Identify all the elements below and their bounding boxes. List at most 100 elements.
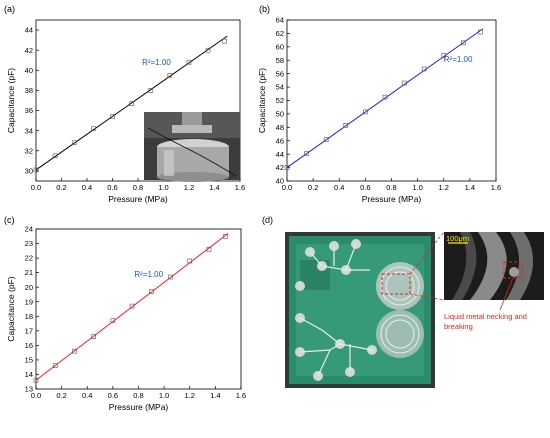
panel-a-letter: (a) [4, 4, 15, 14]
highlight-box [381, 273, 411, 295]
y-tick-label: 16 [25, 341, 33, 350]
y-tick-label: 58 [276, 56, 284, 65]
y-tick-label: 14 [25, 370, 33, 379]
x-tick-label: 1.6 [491, 183, 501, 192]
y-tick-label: 62 [276, 29, 284, 38]
data-point [168, 274, 173, 280]
data-point [33, 167, 39, 173]
x-tick-label: 1.2 [184, 183, 194, 192]
data-point [461, 40, 466, 46]
y-tick-label: 44 [276, 150, 284, 159]
chart-a: 0.0 0.2 0.4 0.6 0.8 1.0 1.2 1.4 1.6 30 32 34 36 38 40 4… [6, 19, 245, 204]
y-tick-label: 64 [276, 16, 284, 25]
x-tick-label: 0.8 [133, 183, 143, 192]
y-tick-label: 50 [276, 110, 284, 119]
annotation-line-2: breaking [444, 322, 473, 331]
y-tick-label: 38 [25, 86, 33, 95]
annotation-pointer [499, 277, 514, 311]
data-point [186, 59, 192, 65]
chart-c: 0.0 0.2 0.4 0.6 0.8 1.0 1.2 1.4 1.6 13 14 15 16 17 18 1… [6, 225, 246, 412]
y-tick-label: 46 [276, 136, 284, 145]
y-tick-label: 21 [25, 268, 33, 277]
zoom-connector [409, 231, 445, 301]
y-tick-label: 36 [25, 106, 33, 115]
data-point [52, 363, 58, 369]
y-tick-label: 42 [25, 46, 33, 55]
data-point [205, 47, 211, 53]
data-point [223, 233, 228, 239]
data-point [52, 153, 58, 159]
data-point [71, 140, 77, 146]
data-point [187, 258, 193, 264]
plot-frame [286, 19, 497, 182]
data-point [110, 114, 115, 119]
annotation-line-1: Liquid metal necking and [444, 312, 527, 321]
x-tick-label: 0.8 [133, 391, 143, 400]
r-squared-label: R²=1.00 [444, 55, 473, 64]
y-tick-label: 24 [25, 225, 33, 234]
data-point [402, 80, 407, 86]
scale-label: 100μm [446, 234, 469, 243]
panel-b-letter: (b) [259, 4, 270, 14]
y-tick-label: 23 [25, 239, 33, 248]
x-tick-label: 1.6 [236, 391, 246, 400]
data-point [129, 101, 134, 106]
y-tick-label: 32 [25, 146, 33, 155]
data-point [478, 29, 483, 35]
x-tick-label: 1.2 [439, 183, 449, 192]
data-point [323, 137, 329, 142]
data-point [91, 334, 96, 339]
data-point [363, 109, 368, 115]
y-tick-label: 30 [25, 167, 33, 176]
x-tick-label: 0.6 [108, 391, 118, 400]
data-point [149, 289, 154, 294]
data-point [222, 38, 227, 44]
y-tick-label: 60 [276, 42, 284, 51]
x-tick-label: 1.6 [235, 183, 245, 192]
x-tick-label: 0.4 [334, 183, 344, 192]
r-squared-label: R²=1.00 [142, 58, 171, 67]
data-point [206, 247, 212, 252]
y-axis-title: Capacitance (pF) [257, 68, 267, 133]
y-tick-label: 42 [276, 163, 284, 172]
y-tick-label: 48 [276, 123, 284, 132]
y-axis-title: Capacitance (pF) [6, 276, 16, 341]
panel-d-letter: (d) [262, 215, 273, 225]
data-point [167, 73, 173, 78]
x-tick-label: 1.0 [412, 183, 422, 192]
data-point [304, 151, 309, 156]
y-tick-label: 44 [25, 26, 33, 35]
x-tick-label: 0.0 [282, 183, 292, 192]
x-tick-label: 0.2 [56, 183, 66, 192]
x-tick-label: 0.6 [107, 183, 117, 192]
y-tick-label: 54 [276, 83, 284, 92]
y-tick-label: 19 [25, 297, 33, 306]
x-tick-label: 0.2 [56, 391, 66, 400]
device-photo [285, 232, 435, 388]
x-tick-label: 1.0 [159, 391, 169, 400]
x-tick-label: 0.2 [308, 183, 318, 192]
x-tick-label: 1.2 [185, 391, 195, 400]
plot-frame [35, 228, 242, 390]
x-tick-label: 0.6 [360, 183, 370, 192]
fit-line [35, 35, 228, 171]
data-point [91, 126, 96, 131]
y-tick-label: 20 [25, 283, 33, 292]
data-point [421, 66, 427, 72]
x-tick-label: 1.0 [158, 183, 168, 192]
x-tick-label: 0.8 [386, 183, 396, 192]
y-tick-label: 22 [25, 254, 33, 263]
data-point [382, 94, 388, 100]
chart-b: 0.0 0.2 0.4 0.6 0.8 1.0 1.2 1.4 1.6 40 42 44 46 48 50 5… [257, 16, 501, 204]
x-axis-title: Pressure (MPa) [109, 402, 169, 412]
panel-c-letter: (c) [4, 215, 15, 225]
data-point [343, 123, 349, 128]
y-tick-label: 15 [25, 356, 33, 365]
x-tick-label: 0.4 [82, 391, 92, 400]
y-tick-label: 52 [276, 96, 284, 105]
y-tick-label: 40 [276, 177, 284, 186]
y-tick-label: 40 [25, 66, 33, 75]
r-squared-label: R²=1.00 [134, 270, 163, 279]
data-point [110, 318, 116, 323]
